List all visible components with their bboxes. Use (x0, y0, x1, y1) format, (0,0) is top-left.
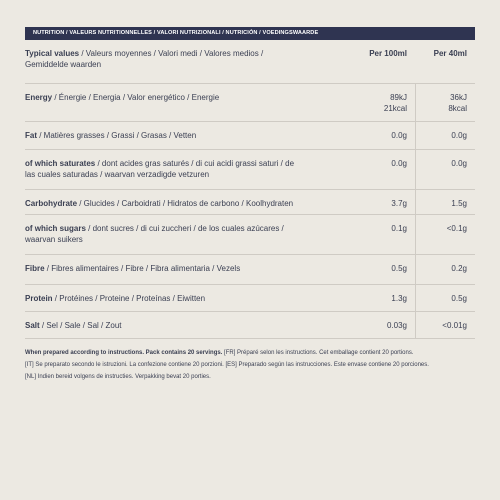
value-cell: 0.1g (391, 223, 407, 234)
value-cell: 0.2g (451, 263, 467, 274)
row-label: of which sugars / dont sucres / di cui z… (25, 223, 305, 245)
footer-line: [IT] Se preparato secondo le istruzioni.… (25, 362, 429, 368)
value: 3.7g (391, 199, 407, 208)
value-cell: Per 100ml (369, 48, 407, 59)
row-label: Salt / Sel / Sale / Sal / Zout (25, 320, 305, 331)
value: 21kcal (383, 104, 407, 113)
table-row: Salt / Sel / Sale / Sal / Zout 0.03g <0.01… (25, 312, 475, 339)
label-bold: Energy (25, 93, 53, 102)
value-cell: Per 40ml (434, 48, 467, 59)
value: 89kJ (390, 93, 407, 102)
value-cell: 0.0g (451, 130, 467, 141)
row-label: Fibre / Fibres alimentaires / Fibre / Fi… (25, 263, 305, 274)
column-header: Per 40ml (433, 49, 467, 58)
label-text: / Sel / Sale / Sal / Zout (39, 321, 122, 330)
value: 0.5g (451, 294, 467, 303)
label-text: / Glucides / Carboidrati / Hidratos de c… (77, 199, 294, 208)
table-row: Protein / Protéines / Proteine / Proteín… (25, 285, 475, 312)
value: 0.03g (386, 321, 407, 330)
label-bold: Protein (25, 294, 53, 303)
row-label: Carbohydrate / Glucides / Carboidrati / … (25, 198, 305, 209)
table-row: of which sugars / dont sucres / di cui z… (25, 215, 475, 255)
label-bold: Fat (25, 131, 37, 140)
value-cell: 89kJ 21kcal (384, 92, 407, 114)
label-bold: Salt (25, 321, 40, 330)
value: <0.1g (446, 224, 467, 233)
value-cell: 0.0g (451, 158, 467, 169)
column-divider (415, 84, 416, 121)
footer-text: [FR] Préparé selon les instructions. Cet… (222, 350, 414, 356)
label-text: / Valeurs moyennes / Valori medi / Valor… (25, 49, 264, 69)
column-divider (415, 190, 416, 214)
value-cell: 36kJ 8kcal (448, 92, 467, 114)
label-text: / Énergie / Energia / Valor energético /… (52, 93, 220, 102)
value: 0.0g (391, 159, 407, 168)
label-text: / dont acides gras saturés / di cui acid… (25, 159, 295, 179)
label-text: / dont sucres / di cui zuccheri / de los… (25, 224, 284, 244)
value: 0.1g (391, 224, 407, 233)
row-label: Protein / Protéines / Proteine / Proteín… (25, 293, 305, 304)
column-divider (415, 312, 416, 338)
table-row: Fat / Matières grasses / Grassi / Grasas… (25, 122, 475, 150)
row-label: Typical values / Valeurs moyennes / Valo… (25, 48, 305, 70)
value: 0.0g (451, 159, 467, 168)
column-divider (415, 255, 416, 284)
label-bold: of which saturates (25, 159, 96, 168)
label-bold: of which sugars (25, 224, 86, 233)
footer-line: When prepared according to instructions.… (25, 347, 475, 359)
value-cell: <0.1g (447, 223, 467, 234)
value: 1.3g (391, 294, 407, 303)
footer-line: [NL] Indien bereid volgens de instructie… (25, 374, 211, 380)
value: 0.2g (451, 264, 467, 273)
table-row: Carbohydrate / Glucides / Carboidrati / … (25, 190, 475, 215)
column-divider (415, 215, 416, 254)
column-divider (415, 285, 416, 311)
table-row: of which saturates / dont acides gras sa… (25, 150, 475, 190)
label-bold: Fibre (25, 264, 45, 273)
label-bold: Carbohydrate (25, 199, 78, 208)
label-text: / Protéines / Proteine / Proteínas / Eiw… (52, 294, 206, 303)
value: 0.0g (391, 131, 407, 140)
footer: When prepared according to instructions.… (25, 347, 475, 383)
table-head-row: Typical values / Valeurs moyennes / Valo… (25, 40, 475, 84)
table-row: Energy / Énergie / Energia / Valor energ… (25, 84, 475, 122)
value-cell: 0.03g (387, 320, 407, 331)
label-text: / Matières grasses / Grassi / Grasas / V… (37, 131, 197, 140)
column-header: Per 100ml (369, 49, 407, 58)
value: 1.5g (451, 199, 467, 208)
label-text: / Fibres alimentaires / Fibre / Fibra al… (44, 264, 241, 273)
header-title: NUTRITION / VALEURS NUTRITIONNELLES / VA… (25, 27, 475, 40)
value: <0.01g (442, 321, 467, 330)
value-cell: 0.0g (391, 158, 407, 169)
value-cell: 3.7g (391, 198, 407, 209)
column-divider (415, 150, 416, 189)
value-cell: 1.3g (391, 293, 407, 304)
label-bold: Typical values (25, 49, 80, 58)
value: 36kJ (450, 93, 467, 102)
row-label: Energy / Énergie / Energia / Valor energ… (25, 92, 305, 103)
column-divider (415, 122, 416, 149)
table-row: Fibre / Fibres alimentaires / Fibre / Fi… (25, 255, 475, 285)
value-cell: 0.0g (391, 130, 407, 141)
footer-bold: When prepared according to instructions.… (25, 350, 223, 356)
value: 8kcal (448, 104, 467, 113)
value-cell: 1.5g (451, 198, 467, 209)
value: 0.0g (451, 131, 467, 140)
value: 0.5g (391, 264, 407, 273)
row-label: of which saturates / dont acides gras sa… (25, 158, 305, 180)
value-cell: <0.01g (442, 320, 467, 331)
row-label: Fat / Matières grasses / Grassi / Grasas… (25, 130, 305, 141)
value-cell: 0.5g (451, 293, 467, 304)
value-cell: 0.5g (391, 263, 407, 274)
